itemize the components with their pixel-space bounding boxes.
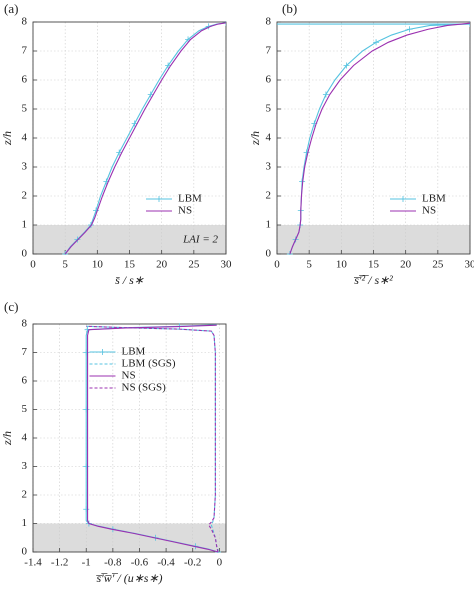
y-tick-label: 1 xyxy=(22,517,28,529)
y-tick-label: 3 xyxy=(22,460,28,472)
legend-label: NS (SGS) xyxy=(122,382,167,394)
legend-label: NS xyxy=(178,205,192,217)
panel: -1.4 -1.2 -1 -0.8 -0.6 -0.4 -0.2 0 0 1 2 3 4 5 6 7 8 LBML… xyxy=(0,299,227,585)
point-marker xyxy=(83,406,90,413)
legend-label: NS xyxy=(422,205,436,217)
panel-label: (a) xyxy=(4,1,18,16)
legend-label: NS xyxy=(122,370,136,382)
y-tick-label: 7 xyxy=(266,45,272,57)
y-tick-label: 5 xyxy=(22,103,28,115)
point-marker xyxy=(467,21,470,28)
legend-label: LBM xyxy=(178,193,202,205)
y-tick-label: 1 xyxy=(22,219,28,231)
x-tick-label: -0.4 xyxy=(157,557,175,569)
x-tick-label: -1.4 xyxy=(24,557,42,569)
y-tick-label: 5 xyxy=(22,403,28,415)
y-tick-label: 1 xyxy=(266,219,272,231)
x-tick-label: 30 xyxy=(465,259,474,271)
series-line xyxy=(289,22,470,255)
x-axis-label: s̄ / s∗ xyxy=(115,273,144,287)
legend-marker xyxy=(156,196,162,202)
legend-label: LBM (SGS) xyxy=(122,358,176,370)
x-tick-label: 10 xyxy=(336,259,348,271)
plot-frame xyxy=(32,21,227,255)
x-tick-label: 30 xyxy=(221,259,233,271)
x-tick-label: 25 xyxy=(188,259,200,271)
x-tick-label: 10 xyxy=(92,259,104,271)
y-axis-label: z/h xyxy=(248,131,262,146)
series-line xyxy=(87,324,219,553)
panel-label: (c) xyxy=(4,299,18,314)
y-tick-label: 8 xyxy=(22,16,28,28)
series-line xyxy=(64,22,226,255)
y-axis-label: z/h xyxy=(0,431,14,446)
y-tick-label: 7 xyxy=(22,346,28,358)
point-marker xyxy=(83,506,90,513)
canopy-shade xyxy=(33,523,226,552)
y-tick-label: 3 xyxy=(22,161,28,173)
point-marker xyxy=(83,463,90,470)
x-tick-label: 25 xyxy=(432,259,444,271)
x-tick-label: -0.2 xyxy=(184,557,201,569)
x-tick-label: 15 xyxy=(124,259,136,271)
x-tick-label: -0.8 xyxy=(104,557,122,569)
y-tick-label: 4 xyxy=(22,132,28,144)
y-tick-label: 2 xyxy=(22,190,28,202)
point-marker xyxy=(83,349,90,356)
panel-label: (b) xyxy=(282,1,297,16)
series-line xyxy=(86,325,219,553)
series-line xyxy=(277,23,470,255)
y-tick-label: 4 xyxy=(266,132,272,144)
y-tick-label: 8 xyxy=(22,318,28,330)
legend-label: LBM xyxy=(422,193,446,205)
legend-marker xyxy=(400,196,406,202)
y-tick-label: 4 xyxy=(22,432,28,444)
series-line xyxy=(86,325,219,553)
x-tick-label: -1.2 xyxy=(51,557,68,569)
y-tick-label: 0 xyxy=(22,546,28,558)
point-marker xyxy=(286,251,293,255)
y-tick-label: 7 xyxy=(22,45,28,57)
x-tick-label: 20 xyxy=(400,259,412,271)
y-tick-label: 0 xyxy=(22,248,28,260)
x-tick-label: -1 xyxy=(82,557,91,569)
y-tick-label: 6 xyxy=(22,375,28,387)
x-tick-label: 5 xyxy=(306,259,312,271)
y-tick-label: 8 xyxy=(266,16,272,28)
x-tick-label: 5 xyxy=(62,259,68,271)
point-marker xyxy=(303,149,310,156)
y-tick-label: 2 xyxy=(22,489,28,501)
x-tick-label: 20 xyxy=(156,259,168,271)
y-tick-label: 2 xyxy=(266,190,272,202)
y-tick-label: 0 xyxy=(266,248,272,260)
x-tick-label: 0 xyxy=(30,259,36,271)
point-marker xyxy=(406,26,413,33)
legend-marker xyxy=(99,349,106,355)
x-axis-label: s̅′̅²̅ / s∗² xyxy=(353,273,393,287)
x-tick-label: -0.6 xyxy=(131,557,149,569)
y-tick-label: 5 xyxy=(266,103,272,115)
x-tick-label: 15 xyxy=(368,259,380,271)
y-tick-label: 3 xyxy=(266,161,272,173)
y-tick-label: 6 xyxy=(22,74,28,86)
point-marker xyxy=(322,91,329,98)
x-tick-label: 0 xyxy=(274,259,280,271)
y-tick-label: 6 xyxy=(266,74,272,86)
point-marker xyxy=(373,39,380,46)
x-tick-label: 0 xyxy=(217,557,223,569)
annotation: LAI = 2 xyxy=(182,234,218,246)
point-marker xyxy=(343,62,350,69)
series-line xyxy=(64,22,226,255)
plot-frame xyxy=(276,21,471,255)
point-marker xyxy=(62,251,69,255)
legend-label: LBM xyxy=(122,346,146,358)
y-axis-label: z/h xyxy=(0,131,14,146)
x-axis-label: s̅′̅w̅′̅ / (u∗s∗) xyxy=(96,571,163,585)
plot-frame xyxy=(32,323,227,553)
